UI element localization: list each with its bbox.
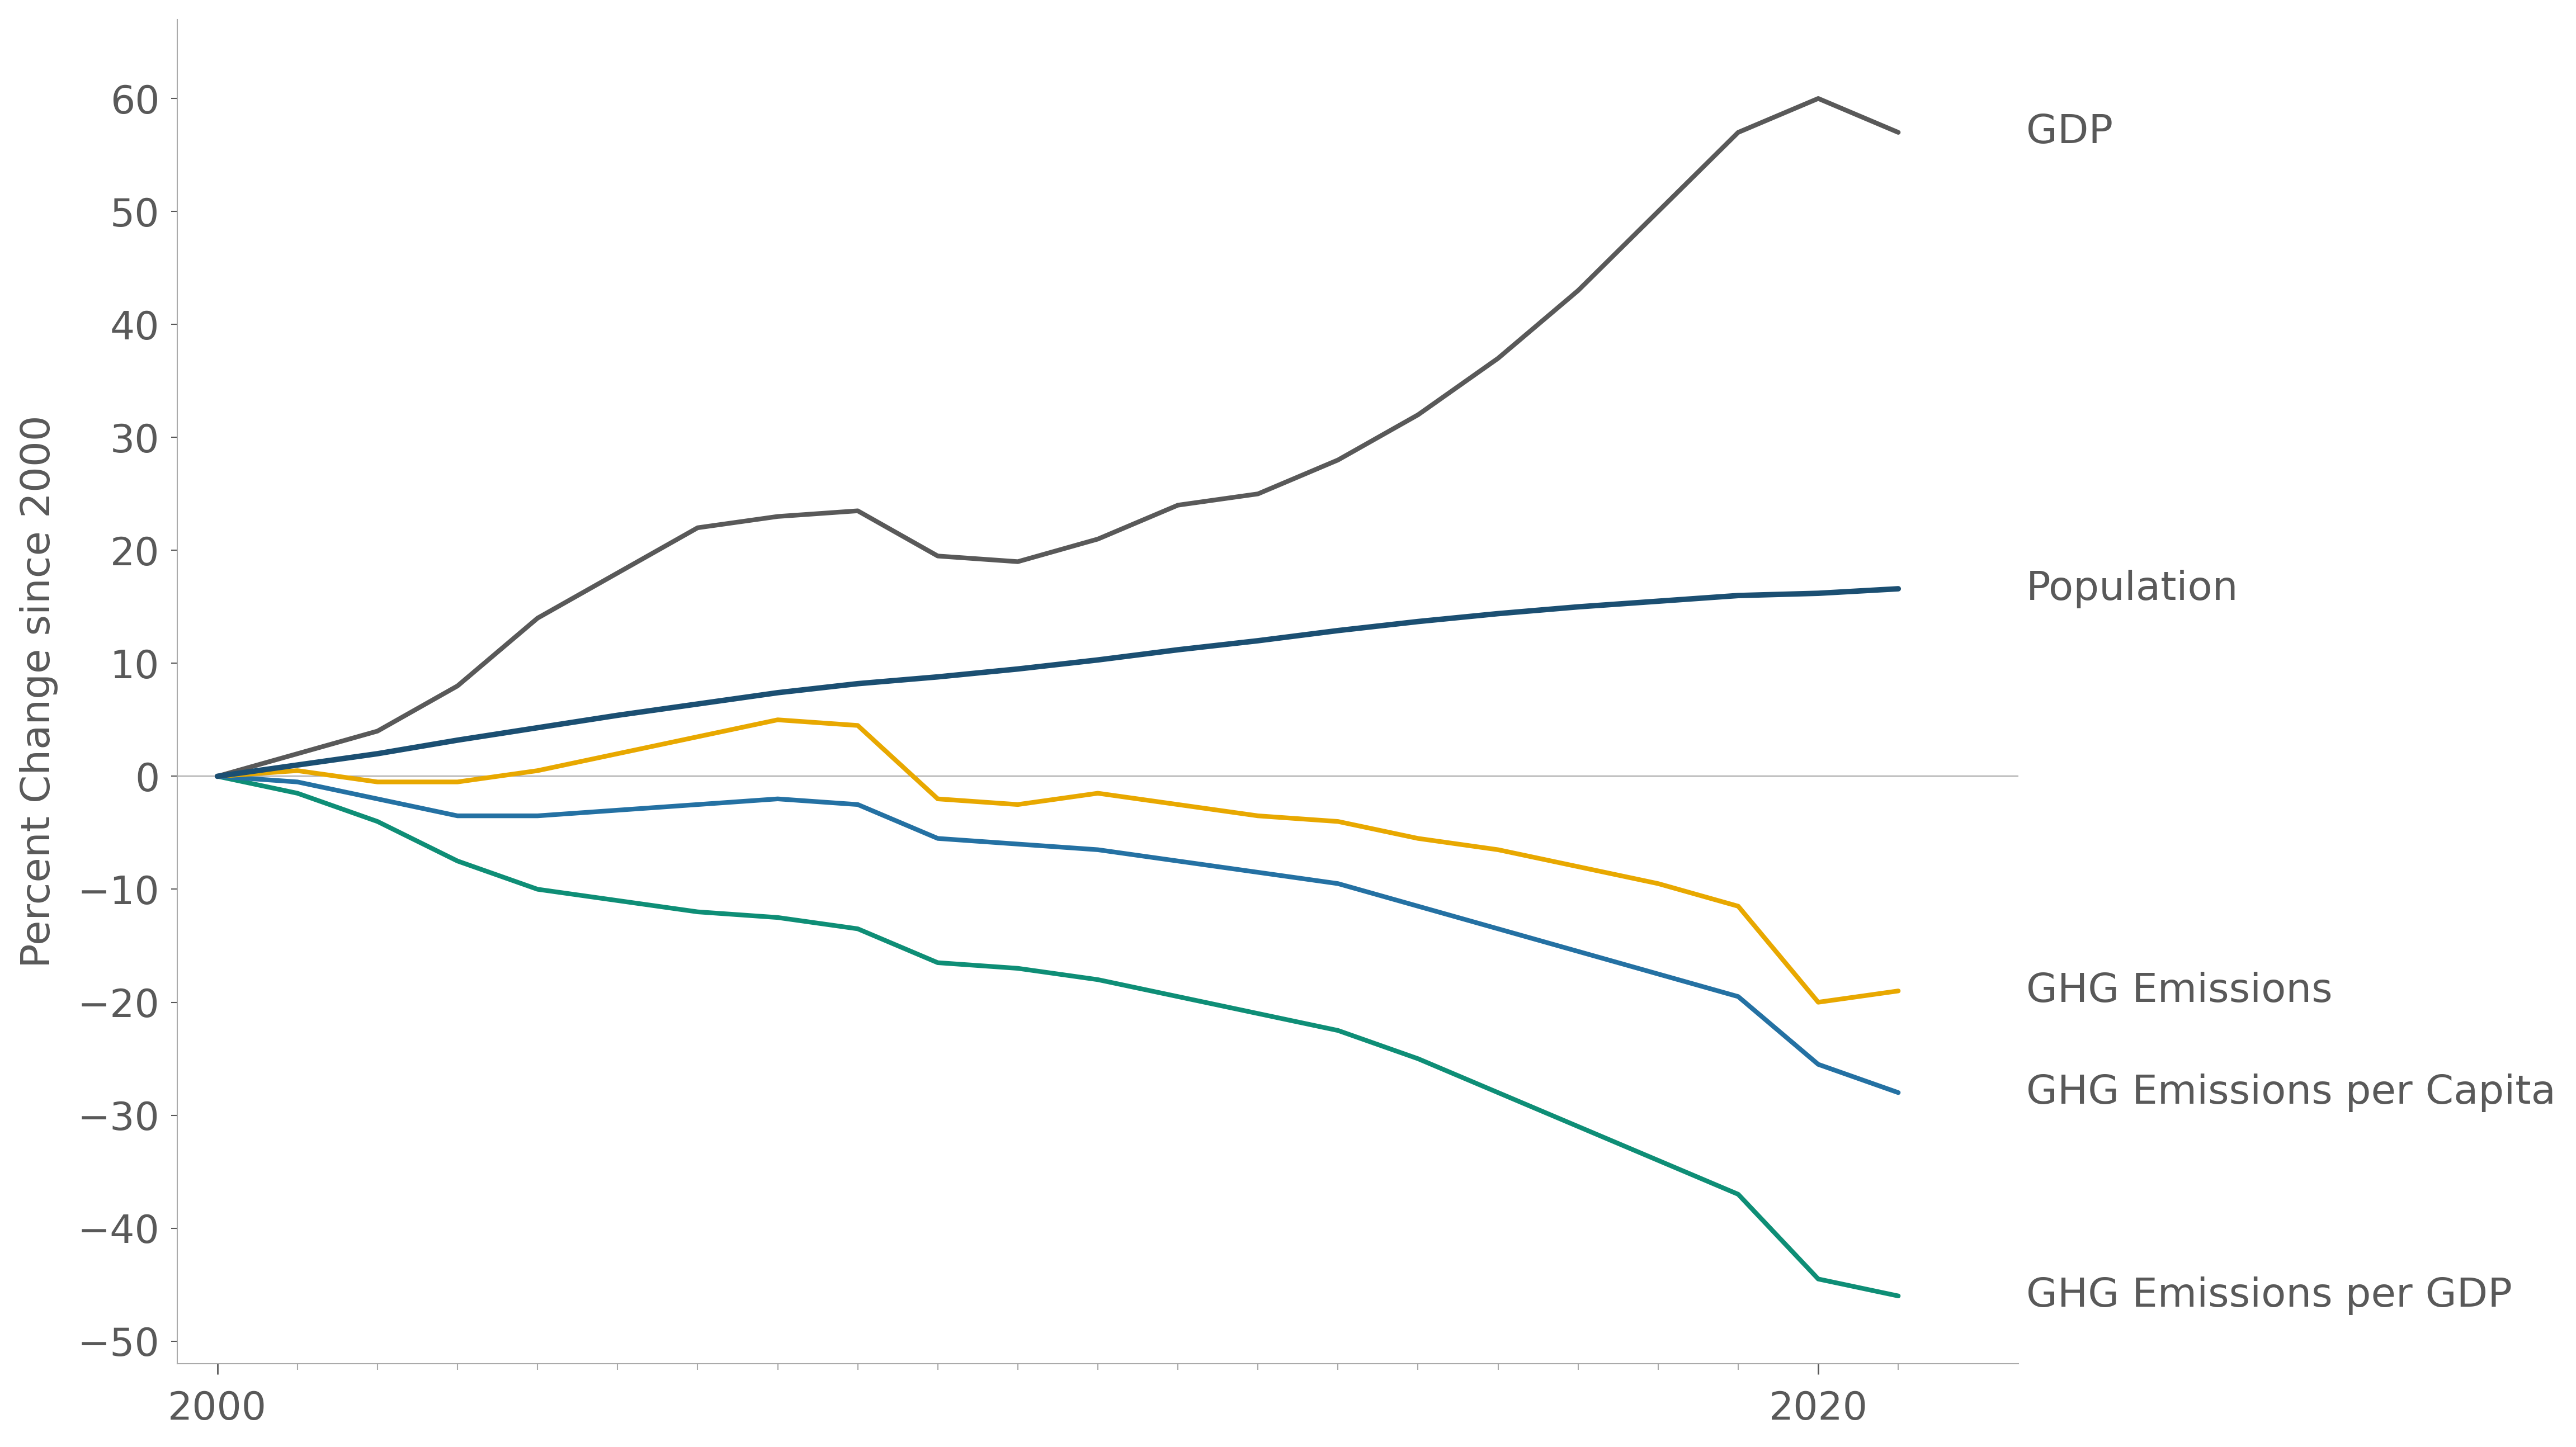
Text: GHG Emissions per GDP: GHG Emissions per GDP: [2027, 1276, 2512, 1315]
Text: Population: Population: [2027, 570, 2239, 608]
Text: GDP: GDP: [2027, 113, 2112, 152]
Text: GHG Emissions: GHG Emissions: [2027, 971, 2334, 1010]
Text: GHG Emissions per Capita: GHG Emissions per Capita: [2027, 1074, 2555, 1111]
Y-axis label: Percent Change since 2000: Percent Change since 2000: [21, 415, 59, 968]
